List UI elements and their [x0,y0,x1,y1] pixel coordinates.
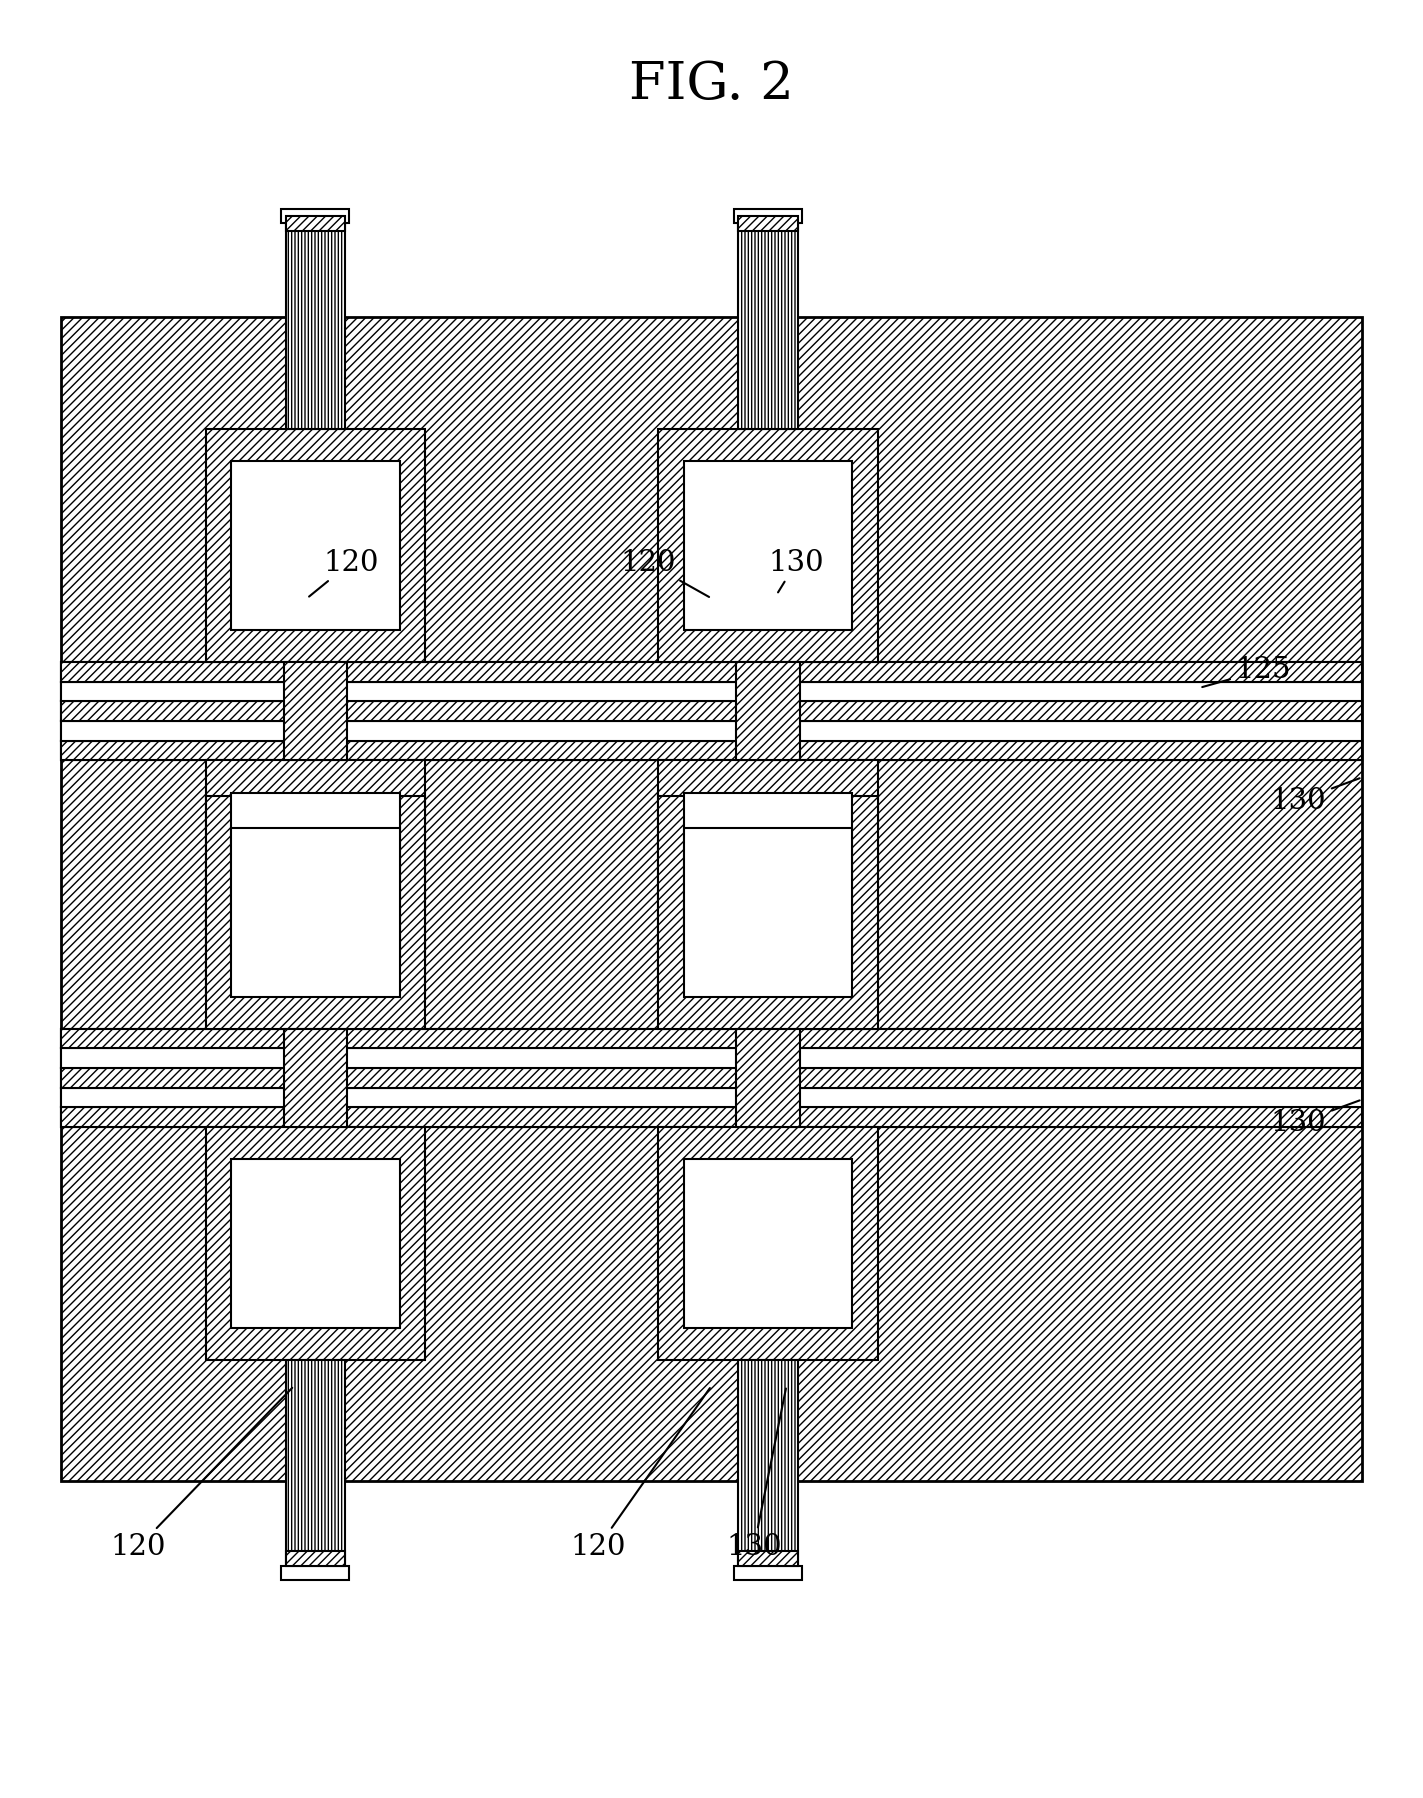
Bar [684,793,852,960]
Bar [61,721,1362,741]
Bar [734,1566,803,1580]
Bar [61,681,1362,701]
Bar [286,1552,346,1566]
Bar [659,430,878,662]
Bar [283,662,347,761]
Bar [684,1160,852,1327]
Text: FIG. 2: FIG. 2 [629,59,794,110]
Bar [286,1359,346,1566]
Bar [736,1028,800,1127]
Text: 120: 120 [309,548,379,597]
Bar [736,662,800,761]
Bar [286,223,346,430]
Bar [231,793,400,960]
Text: 130: 130 [768,548,824,592]
Bar [61,1068,1362,1088]
Bar [61,318,1362,1480]
Bar [61,1048,1362,1068]
Bar [739,216,798,230]
Bar [61,1028,1362,1048]
Bar [659,797,878,1028]
Bar [61,662,1362,681]
Bar [231,462,400,629]
Bar [206,430,425,662]
Text: 120: 120 [620,548,709,597]
Bar [61,1068,1362,1088]
Bar [61,681,1362,701]
Bar [61,741,1362,761]
Bar [739,223,798,430]
Bar [684,829,852,996]
Bar [659,1127,878,1359]
Bar [286,216,346,230]
Bar [206,1127,425,1359]
Bar [231,829,400,996]
Text: 125: 125 [1202,656,1291,687]
Bar [739,1552,798,1566]
Bar [739,1359,798,1566]
Bar [61,1088,1362,1108]
Bar [61,1048,1362,1068]
Bar [282,1566,349,1580]
Bar [61,701,1362,721]
Bar [61,662,1362,681]
Bar [61,1108,1362,1127]
Bar [61,741,1362,761]
Text: 120: 120 [111,1388,292,1561]
Bar [231,1160,400,1327]
Bar [206,761,425,992]
Bar [61,701,1362,721]
Bar [734,209,803,223]
Text: 130: 130 [726,1388,785,1561]
Bar [684,462,852,629]
Text: 130: 130 [1271,1100,1359,1136]
Bar [61,1088,1362,1108]
Bar [282,209,349,223]
Text: 120: 120 [571,1388,710,1561]
Bar [61,1108,1362,1127]
Bar [61,1028,1362,1048]
Bar [283,1028,347,1127]
Bar [61,721,1362,741]
Bar [206,797,425,1028]
Text: 130: 130 [1271,779,1359,814]
Bar [659,761,878,992]
